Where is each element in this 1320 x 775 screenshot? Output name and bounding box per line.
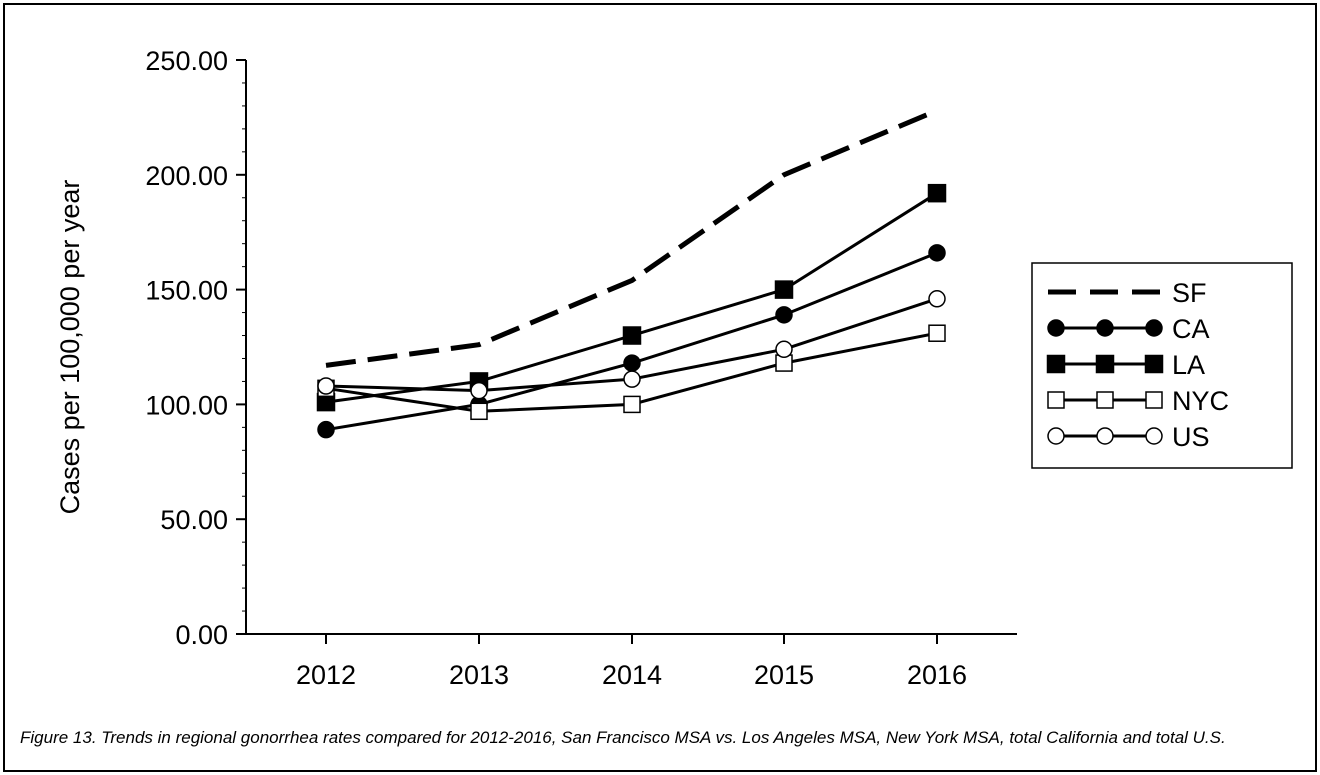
y-tick-label: 0.00 [175, 620, 228, 650]
legend: SF CA LA NYC US [1032, 263, 1292, 468]
data-point-us [624, 371, 640, 387]
data-point-us [471, 383, 487, 399]
legend-swatch-marker [1146, 428, 1162, 444]
legend-swatch-marker [1146, 320, 1162, 336]
x-tick-label: 2016 [907, 660, 967, 690]
legend-swatch-marker [1097, 356, 1114, 373]
data-point-ca [929, 245, 945, 261]
y-tick-label: 200.00 [145, 161, 228, 191]
data-point-la [776, 281, 793, 298]
legend-swatch-marker [1048, 320, 1064, 336]
legend-swatch-marker [1048, 428, 1064, 444]
y-tick-label: 150.00 [145, 276, 228, 306]
legend-label: NYC [1172, 386, 1229, 416]
y-tick-group: 0.00 50.00 100.00 150.00 200.00 250.00 [145, 46, 246, 650]
legend-label: CA [1172, 314, 1210, 344]
x-tick-label: 2012 [296, 660, 356, 690]
x-tick-group: 2012 2013 2014 2015 2016 [296, 634, 967, 690]
x-tick-label: 2014 [602, 660, 662, 690]
legend-label: LA [1172, 350, 1205, 380]
chart-axes [246, 60, 1017, 634]
legend-swatch-marker [1097, 320, 1113, 336]
series-layer [318, 111, 946, 438]
y-axis-label: Cases per 100,000 per year [55, 180, 85, 515]
data-point-nyc [471, 403, 487, 419]
data-point-nyc [929, 325, 945, 341]
x-tick-label: 2013 [449, 660, 509, 690]
data-point-nyc [624, 396, 640, 412]
y-tick-label: 100.00 [145, 390, 228, 420]
data-point-us [929, 291, 945, 307]
data-point-us [318, 378, 334, 394]
legend-swatch-marker [1097, 428, 1113, 444]
x-tick-label: 2015 [754, 660, 814, 690]
legend-swatch-marker [1048, 392, 1064, 408]
data-point-ca [776, 307, 792, 323]
legend-swatch-marker [1146, 392, 1162, 408]
legend-label: SF [1172, 278, 1207, 308]
y-tick-label: 250.00 [145, 46, 228, 76]
figure-caption: Figure 13. Trends in regional gonorrhea … [20, 727, 1318, 748]
legend-swatch-marker [1097, 392, 1113, 408]
legend-label: US [1172, 422, 1210, 452]
data-point-la [929, 185, 946, 202]
data-point-us [776, 341, 792, 357]
data-point-la [624, 327, 641, 344]
data-point-ca [624, 355, 640, 371]
data-point-ca [318, 422, 334, 438]
legend-swatch-marker [1146, 356, 1163, 373]
y-tick-label: 50.00 [160, 505, 228, 535]
legend-swatch-marker [1048, 356, 1065, 373]
